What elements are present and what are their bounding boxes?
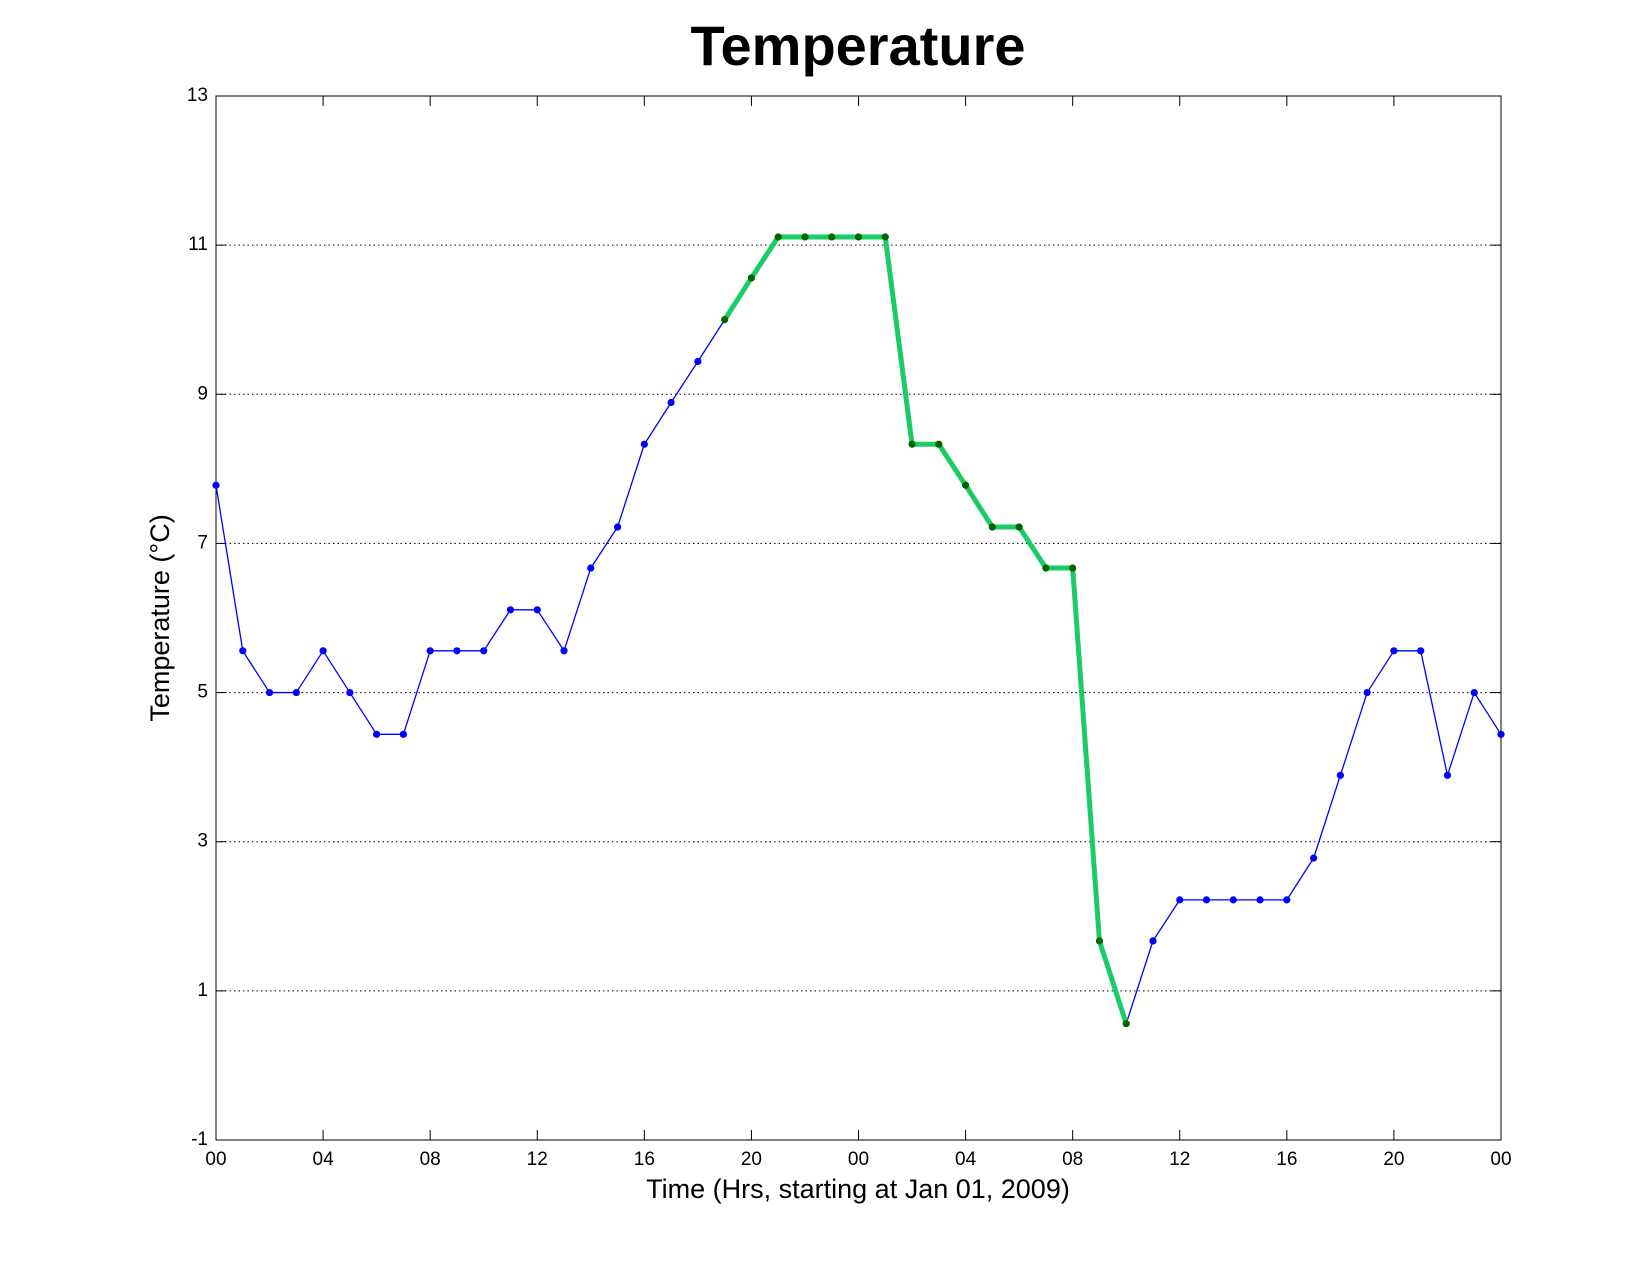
point <box>908 440 916 448</box>
plot-frame <box>215 95 1502 1141</box>
point <box>373 730 381 738</box>
point <box>560 647 568 655</box>
point <box>399 730 407 738</box>
y-tick-label: -1 <box>191 1129 208 1150</box>
point <box>1095 937 1104 945</box>
point <box>1149 937 1157 945</box>
point <box>265 688 274 697</box>
x-tick-label: 00 <box>1490 1149 1511 1170</box>
point <box>828 233 836 241</box>
point <box>1417 647 1425 655</box>
point <box>1122 1020 1130 1028</box>
y-tick-label: 1 <box>197 980 208 1001</box>
x-tick-label: 20 <box>1383 1149 1404 1170</box>
point <box>533 606 541 614</box>
x-axis-label: Time (Hrs, starting at Jan 01, 2009) <box>646 1174 1070 1204</box>
point <box>774 233 782 241</box>
point <box>453 647 461 655</box>
point <box>667 398 675 407</box>
point <box>935 440 943 448</box>
point <box>721 316 729 324</box>
x-tick-label: 04 <box>955 1149 977 1170</box>
point <box>1310 854 1318 862</box>
point <box>1229 896 1237 904</box>
point <box>506 606 515 614</box>
x-tick-label: 20 <box>741 1149 762 1170</box>
point <box>587 564 595 572</box>
point <box>801 233 809 241</box>
y-tick-label: 3 <box>197 831 208 852</box>
point <box>239 647 247 655</box>
point <box>1363 688 1371 697</box>
y-axis-label: Temperature (°C) <box>145 514 175 721</box>
y-tick-label: 9 <box>197 383 208 404</box>
point <box>480 647 488 655</box>
x-tick-label: 16 <box>1276 1149 1297 1170</box>
point <box>747 274 756 282</box>
plot-area <box>216 96 1501 1140</box>
y-tick-label: 7 <box>197 532 208 553</box>
point <box>292 688 300 697</box>
point <box>881 233 889 241</box>
point <box>988 523 996 531</box>
point <box>319 647 327 655</box>
point <box>613 523 622 531</box>
point <box>640 440 648 448</box>
point <box>1015 523 1023 531</box>
point <box>212 481 220 489</box>
point <box>1390 647 1398 655</box>
point <box>1256 896 1264 904</box>
point <box>1336 771 1344 779</box>
point <box>694 357 702 366</box>
x-tick-label: 08 <box>420 1149 441 1170</box>
point <box>1443 771 1452 779</box>
x-tick-label: 00 <box>205 1149 226 1170</box>
point <box>1069 564 1077 572</box>
point <box>1202 896 1211 904</box>
y-tick-label: 11 <box>188 234 208 255</box>
x-tick-label: 16 <box>634 1149 655 1170</box>
x-tick-label: 08 <box>1062 1149 1083 1170</box>
point <box>1176 896 1184 904</box>
point <box>346 688 354 697</box>
point <box>854 233 863 241</box>
y-tick-label: 5 <box>197 682 208 703</box>
x-tick-label: 12 <box>1169 1149 1190 1170</box>
x-tick-label: 04 <box>313 1149 335 1170</box>
highlight-line <box>722 234 1129 1025</box>
x-tick-label: 00 <box>848 1149 869 1170</box>
point <box>1042 564 1050 572</box>
x-tick-label: 12 <box>527 1149 548 1170</box>
chart-title: Temperature <box>690 14 1025 77</box>
point <box>1497 730 1505 738</box>
point <box>426 647 434 655</box>
y-tick-label: 13 <box>187 85 208 106</box>
point <box>1283 896 1291 904</box>
point <box>1470 688 1478 697</box>
point <box>961 481 970 489</box>
